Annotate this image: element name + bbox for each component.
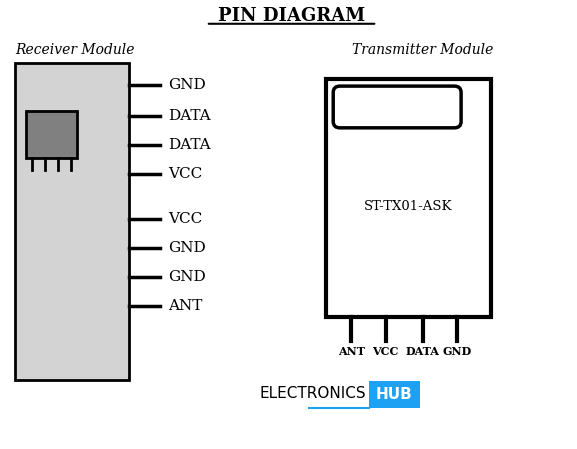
Text: GND: GND: [168, 241, 205, 255]
Bar: [369, 381, 420, 408]
Text: VCC: VCC: [168, 212, 202, 226]
Text: VCC: VCC: [168, 167, 202, 181]
Text: DATA: DATA: [168, 138, 210, 152]
Text: ST-TX01-ASK: ST-TX01-ASK: [364, 199, 453, 212]
FancyBboxPatch shape: [334, 86, 461, 128]
Text: ANT: ANT: [338, 346, 365, 357]
Text: GND: GND: [443, 346, 472, 357]
Text: GND: GND: [168, 78, 205, 92]
Text: GND: GND: [168, 270, 205, 284]
Text: DATA: DATA: [168, 109, 210, 123]
Text: PIN DIAGRAM: PIN DIAGRAM: [218, 7, 365, 25]
Bar: [26, 111, 77, 158]
Bar: [326, 79, 492, 317]
Bar: [14, 63, 129, 380]
Text: Transmitter Module: Transmitter Module: [352, 43, 493, 57]
Text: ELECTRONICS: ELECTRONICS: [259, 386, 366, 401]
Text: HUB: HUB: [376, 387, 413, 401]
Text: DATA: DATA: [406, 346, 440, 357]
Text: VCC: VCC: [373, 346, 399, 357]
Text: Receiver Module: Receiver Module: [15, 43, 134, 57]
Text: ANT: ANT: [168, 299, 202, 313]
